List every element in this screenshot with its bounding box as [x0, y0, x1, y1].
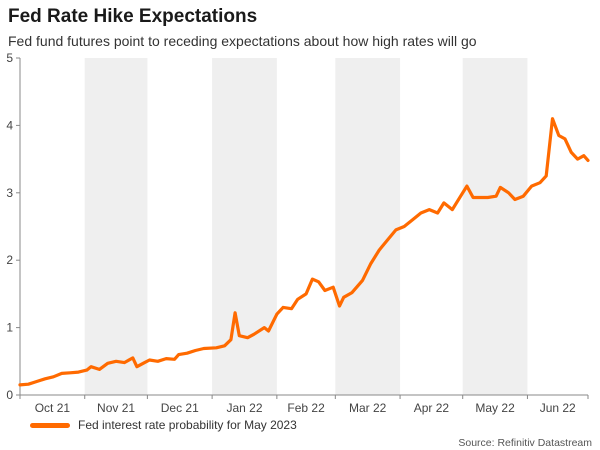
x-tick-label: Feb 22: [287, 401, 325, 415]
y-tick-label: 3: [6, 186, 13, 200]
month-band: [84, 58, 148, 395]
x-tick-label: Mar 22: [349, 401, 387, 415]
y-axis-ticks: 0 1 2 3 4 5: [6, 51, 20, 402]
x-tick-label: May 22: [475, 401, 515, 415]
chart-title: Fed Rate Hike Expectations: [8, 6, 258, 27]
x-tick-label: Apr 22: [414, 401, 450, 415]
source-note: Source: Refinitiv Datastream: [458, 437, 592, 449]
series-lines: [18, 117, 590, 387]
chart-axes: [19, 58, 588, 396]
x-tick-label: Jan 22: [226, 401, 262, 415]
legend-label: Fed interest rate probability for May 20…: [78, 418, 297, 432]
y-tick-label: 4: [6, 118, 13, 132]
x-tick-label: Nov 21: [97, 401, 135, 415]
y-tick-label: 0: [6, 388, 13, 402]
x-tick-label: Oct 21: [35, 401, 71, 415]
x-axis-ticks: Oct 21 Nov 21 Dec 21 Jan 22 Feb 22 Mar 22 Apr …: [19, 395, 589, 415]
x-tick-label: Jun 22: [540, 401, 576, 415]
y-tick-label: 1: [6, 321, 13, 335]
y-tick-label: 2: [6, 253, 13, 267]
month-shading-bands: [84, 58, 528, 395]
month-band: [212, 58, 277, 395]
y-tick-label: 5: [6, 51, 13, 65]
legend-swatch: [30, 422, 70, 428]
series-line: [18, 117, 590, 387]
legend: Fed interest rate probability for May 20…: [30, 418, 297, 432]
chart-subtitle: Fed fund futures point to receding expec…: [8, 33, 477, 49]
month-band: [462, 58, 528, 395]
x-tick-label: Dec 21: [161, 401, 199, 415]
month-band: [335, 58, 401, 395]
